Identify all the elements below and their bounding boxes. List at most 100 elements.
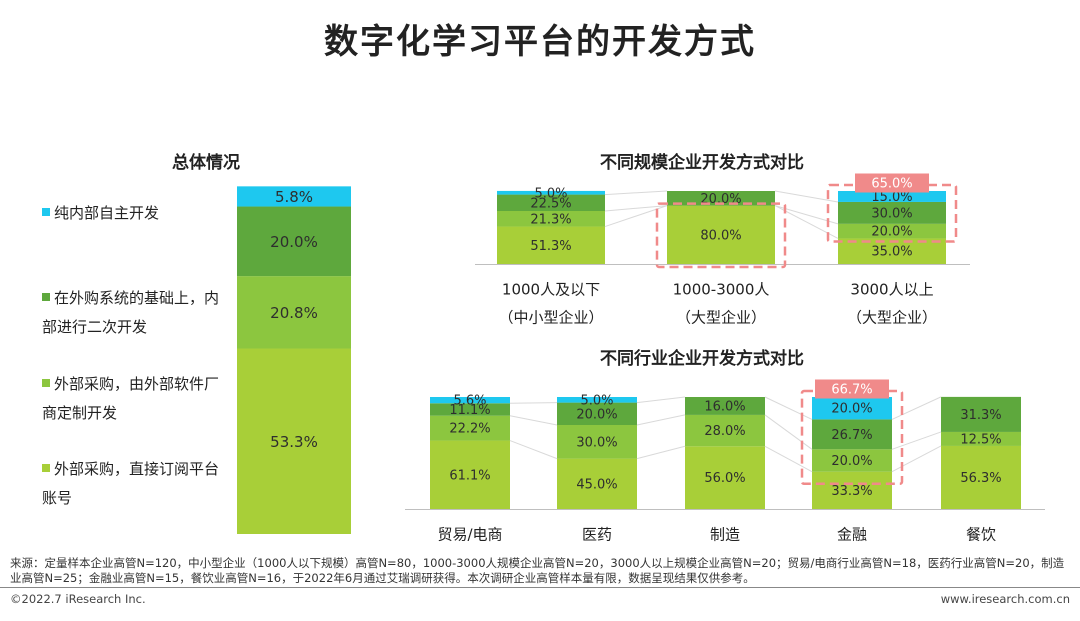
legend-swatch: [42, 292, 50, 301]
bar-segment: [430, 415, 510, 441]
industry-chart-title: 不同行业企业开发方式对比: [600, 349, 804, 369]
value-label: 31.3%: [960, 408, 1001, 423]
bar-segment: [430, 397, 510, 404]
value-label: 56.3%: [960, 471, 1001, 486]
connector-line: [764, 396, 813, 420]
connector-line: [509, 415, 558, 426]
category-sublabel: （大型企业）: [676, 309, 766, 327]
value-label: 5.0%: [580, 393, 613, 408]
bar-segment: [685, 397, 765, 415]
bar-segment: [838, 191, 946, 202]
connector-line: [604, 190, 668, 196]
value-label: 56.0%: [704, 471, 745, 486]
value-label: 80.0%: [700, 228, 741, 243]
connector-line: [891, 445, 942, 473]
overall-chart-title: 总体情况: [172, 153, 240, 173]
value-label: 20.0%: [831, 402, 872, 417]
category-sublabel: （大型企业）: [847, 309, 937, 327]
bar-segment: [237, 276, 351, 349]
legend-item-outsourced-custom: 外部采购，由外部软件厂商定制开发: [42, 370, 222, 428]
bar-segment: [557, 397, 637, 403]
category-sublabel: （中小型企业）: [498, 309, 603, 327]
connector-line: [636, 445, 686, 460]
bar-segment: [941, 431, 1021, 446]
value-label: 28.0%: [704, 424, 745, 439]
bar-segment: [941, 445, 1021, 509]
legend-item-pure-internal: 纯内部自主开发: [42, 199, 222, 228]
value-label: 15.0%: [871, 190, 912, 205]
bar-segment: [812, 449, 892, 472]
footer-divider: [0, 587, 1080, 588]
value-label: 33.3%: [831, 484, 872, 499]
bar-segment: [557, 458, 637, 509]
bar-segment: [497, 194, 605, 212]
value-label: 53.3%: [270, 433, 318, 451]
value-label: 5.8%: [275, 188, 313, 206]
connector-line: [509, 402, 558, 404]
size-chart-title: 不同规模企业开发方式对比: [600, 153, 804, 173]
value-label: 20.0%: [831, 454, 872, 469]
bar-segment: [812, 397, 892, 420]
value-label: 20.8%: [270, 304, 318, 322]
value-label: 51.3%: [530, 239, 571, 254]
legend-item-subscription: 外部采购，直接订阅平台账号: [42, 455, 222, 513]
legend-swatch: [42, 463, 50, 472]
bar-segment: [941, 396, 1021, 432]
connector-line: [891, 396, 942, 420]
value-label: 12.5%: [960, 432, 1001, 447]
value-label: 61.1%: [449, 468, 490, 483]
value-label: 30.0%: [871, 206, 912, 221]
value-label: 30.0%: [576, 435, 617, 450]
callout-tag: [855, 173, 929, 193]
bar-segment: [812, 471, 892, 509]
bar-segment: [237, 206, 351, 277]
bar-segment: [237, 348, 351, 534]
bar-segment: [430, 440, 510, 509]
value-label: 20.0%: [871, 225, 912, 240]
bar-segment: [497, 226, 605, 264]
bar-segment: [838, 238, 946, 264]
bar-segment: [497, 190, 605, 195]
legend-label: 在外购系统的基础上，内部进行二次开发: [42, 289, 220, 336]
callout-label: 66.7%: [831, 383, 872, 398]
value-label: 26.7%: [831, 428, 872, 443]
legend-item-secondary-dev: 在外购系统的基础上，内部进行二次开发: [42, 284, 222, 342]
value-label: 45.0%: [576, 477, 617, 492]
bar-segment: [838, 201, 946, 224]
bar-segment: [557, 425, 637, 459]
bar-segment: [497, 211, 605, 227]
category-label: 1000-3000人: [673, 281, 770, 299]
value-label: 20.0%: [270, 233, 318, 251]
value-label: 21.3%: [530, 212, 571, 227]
bar-segment: [430, 403, 510, 416]
value-label: 20.0%: [576, 407, 617, 422]
value-label: 5.6%: [453, 394, 486, 409]
value-label: 35.0%: [871, 245, 912, 260]
highlight-box: [655, 202, 787, 269]
category-label: 医药: [582, 526, 612, 544]
category-label: 3000人以上: [850, 281, 933, 299]
category-label: 金融: [837, 526, 867, 544]
value-label: 16.0%: [704, 399, 745, 414]
legend-label: 外部采购，由外部软件厂商定制开发: [42, 375, 220, 422]
connector-line: [636, 396, 686, 404]
source-note: 来源：定量样本企业高管N=120，中小型企业（1000人以下规模）高管N=80，…: [10, 556, 1065, 585]
legend-label: 纯内部自主开发: [54, 204, 160, 222]
legend-label: 外部采购，直接订阅平台账号: [42, 460, 220, 507]
category-label: 餐饮: [966, 526, 996, 544]
bar-segment: [685, 446, 765, 509]
connector-line: [636, 414, 686, 426]
bar-segment: [667, 191, 775, 206]
connector-line: [604, 205, 668, 212]
category-label: 1000人及以下: [502, 281, 600, 299]
connector-line: [509, 440, 558, 460]
legend-swatch: [42, 207, 50, 216]
value-label: 22.5%: [530, 196, 571, 211]
website: www.iresearch.com.cn: [940, 592, 1070, 606]
bar-segment: [557, 402, 637, 425]
value-label: 22.2%: [449, 422, 490, 437]
bar-segment: [838, 223, 946, 239]
category-label: 贸易/电商: [437, 526, 502, 544]
bar-segment: [667, 205, 775, 264]
